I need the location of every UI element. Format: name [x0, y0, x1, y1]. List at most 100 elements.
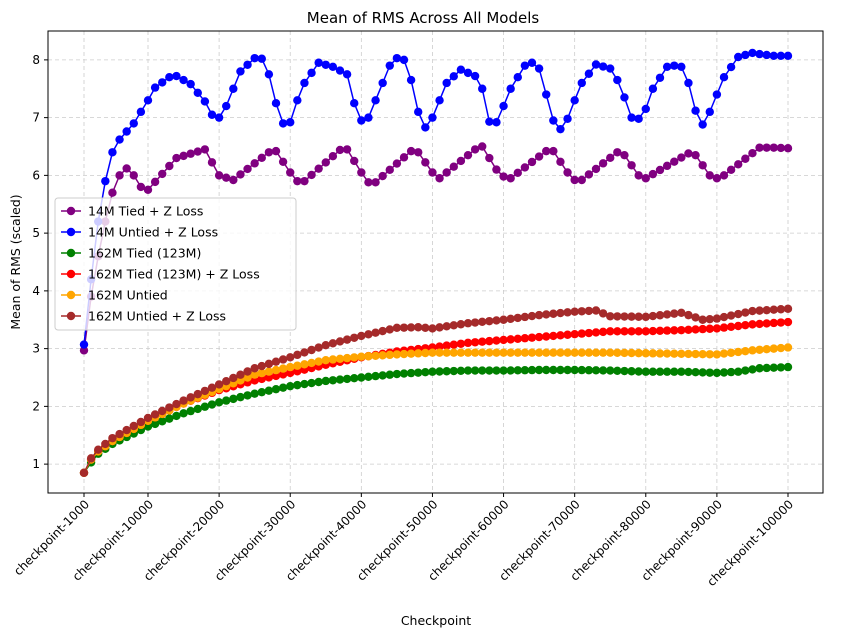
- data-point: [357, 168, 366, 177]
- data-point: [271, 146, 281, 156]
- data-point: [613, 366, 622, 375]
- data-point: [435, 342, 444, 351]
- data-point: [328, 339, 338, 348]
- data-point: [534, 365, 544, 375]
- data-point: [271, 371, 281, 381]
- data-point: [492, 165, 501, 174]
- data-point: [677, 325, 686, 335]
- data-point: [335, 337, 345, 346]
- data-point: [591, 164, 601, 174]
- data-point: [371, 351, 380, 360]
- data-point: [193, 389, 202, 399]
- data-point: [478, 348, 487, 357]
- data-point: [293, 96, 302, 105]
- data-point: [776, 363, 786, 372]
- data-point: [762, 50, 771, 60]
- data-point: [549, 309, 558, 318]
- data-point: [478, 317, 487, 327]
- data-point: [428, 324, 437, 333]
- data-point: [748, 346, 757, 355]
- data-point: [598, 159, 608, 168]
- data-point: [293, 350, 302, 360]
- data-point: [414, 323, 423, 332]
- data-point: [492, 348, 501, 357]
- legend: 14M Tied + Z Loss 14M Untied + Z Loss 162M…: [54, 197, 297, 331]
- data-point: [371, 178, 380, 187]
- data-point: [385, 61, 394, 70]
- data-point: [229, 373, 238, 383]
- data-point: [257, 374, 266, 384]
- data-point: [506, 366, 515, 375]
- data-point: [186, 79, 195, 89]
- data-point: [478, 337, 487, 346]
- legend-box: [54, 197, 297, 331]
- data-point: [556, 157, 565, 166]
- data-point: [328, 355, 338, 364]
- data-point: [513, 313, 522, 323]
- data-point: [449, 72, 458, 81]
- data-point: [591, 60, 601, 69]
- data-point: [250, 53, 259, 63]
- data-point: [734, 367, 743, 376]
- data-point: [542, 146, 551, 156]
- data-point: [129, 171, 138, 180]
- data-point: [719, 171, 729, 180]
- data-point: [598, 309, 608, 318]
- data-point: [634, 327, 643, 336]
- data-point: [435, 174, 444, 183]
- data-point: [286, 362, 295, 372]
- data-point: [328, 376, 338, 385]
- data-point: [627, 312, 636, 321]
- data-point: [662, 326, 672, 335]
- data-point: [229, 394, 238, 404]
- data-point: [684, 310, 693, 320]
- data-point: [222, 173, 231, 182]
- data-point: [143, 96, 153, 105]
- data-point: [499, 348, 508, 357]
- data-point: [207, 400, 217, 409]
- data-point: [726, 322, 736, 331]
- data-point: [492, 118, 501, 127]
- data-point: [606, 312, 615, 321]
- data-point: [335, 354, 345, 363]
- data-point: [378, 351, 387, 360]
- data-point: [328, 62, 338, 72]
- y-axis-label: Mean of RMS (scaled): [8, 194, 23, 329]
- data-point: [613, 312, 622, 321]
- data-point: [449, 340, 458, 349]
- chart-title: Mean of RMS Across All Models: [307, 9, 540, 27]
- data-point: [364, 372, 373, 382]
- data-point: [442, 341, 451, 350]
- data-point: [499, 366, 508, 375]
- data-point: [712, 314, 722, 323]
- data-point: [385, 165, 394, 175]
- data-point: [421, 323, 430, 333]
- data-point: [321, 340, 330, 350]
- data-point: [250, 376, 259, 385]
- data-point: [470, 338, 480, 347]
- data-point: [662, 367, 672, 376]
- data-point: [264, 359, 274, 369]
- data-point: [570, 348, 579, 357]
- data-point: [549, 116, 558, 125]
- data-point: [634, 367, 643, 376]
- data-point: [101, 176, 110, 186]
- data-point: [634, 312, 643, 321]
- data-point: [570, 365, 579, 375]
- data-point: [442, 348, 451, 357]
- data-point: [364, 352, 373, 361]
- data-point: [257, 387, 266, 397]
- data-point: [662, 62, 672, 72]
- y-tick-label: 5: [32, 226, 40, 240]
- data-point: [634, 171, 643, 180]
- data-point: [414, 107, 423, 117]
- data-point: [534, 348, 544, 357]
- data-point: [385, 350, 394, 360]
- data-point: [492, 366, 501, 375]
- data-point: [584, 306, 594, 316]
- data-point: [748, 306, 757, 316]
- data-point: [421, 158, 430, 167]
- data-point: [741, 308, 750, 317]
- data-point: [691, 367, 700, 377]
- data-point: [456, 348, 466, 357]
